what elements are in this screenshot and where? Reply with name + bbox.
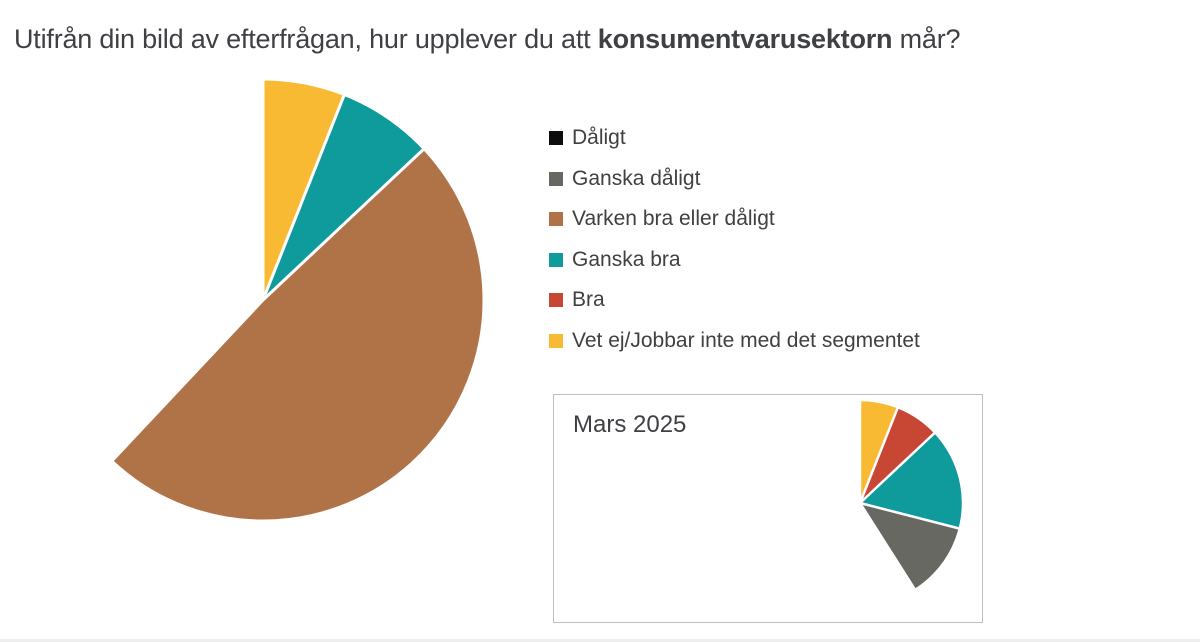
legend-item-label: Ganska dåligt	[572, 166, 701, 190]
legend-item-label: Bra	[572, 288, 605, 312]
legend-item: Ganska bra	[549, 240, 920, 281]
legend-swatch-icon	[549, 212, 563, 227]
legend-item: Varken bra eller dåligt	[549, 199, 920, 240]
legend-item: Dåligt	[549, 118, 920, 159]
page-title: Utifrån din bild av efterfrågan, hur upp…	[14, 24, 961, 55]
legend-item: Ganska dåligt	[549, 159, 920, 200]
legend-item-label: Dåligt	[572, 126, 626, 150]
inset-box: Mars 2025	[553, 394, 983, 623]
page-title-suffix: mår?	[892, 24, 961, 54]
legend-swatch-icon	[549, 333, 563, 348]
legend-swatch-icon	[549, 252, 563, 267]
inset-title: Mars 2025	[573, 411, 687, 438]
legend-swatch-icon	[549, 293, 563, 308]
legend-swatch-icon	[549, 171, 563, 186]
legend-swatch-icon	[549, 131, 563, 146]
legend-item-label: Vet ej/Jobbar inte med det segmentet	[572, 328, 920, 352]
bottom-divider	[0, 639, 1200, 642]
page-title-prefix: Utifrån din bild av efterfrågan, hur upp…	[14, 24, 598, 54]
legend-item: Bra	[549, 280, 920, 321]
legend: Dåligt Ganska dåligt Varken bra eller dåli…	[549, 118, 920, 361]
legend-item-label: Varken bra eller dåligt	[572, 207, 775, 231]
legend-item: Vet ej/Jobbar inte med det segmentet	[549, 321, 920, 362]
pie-slice-vet-ej-jobbar-inte-med-det-segmentet	[261, 77, 346, 302]
inset-pie-chart	[858, 398, 965, 592]
legend-item-label: Ganska bra	[572, 247, 681, 271]
page-title-keyword: konsumentvarusektorn	[597, 24, 893, 54]
main-pie-chart	[110, 77, 486, 523]
pie-slice-vet-ej-jobbar-inte-med-det-segmentet	[858, 398, 900, 505]
